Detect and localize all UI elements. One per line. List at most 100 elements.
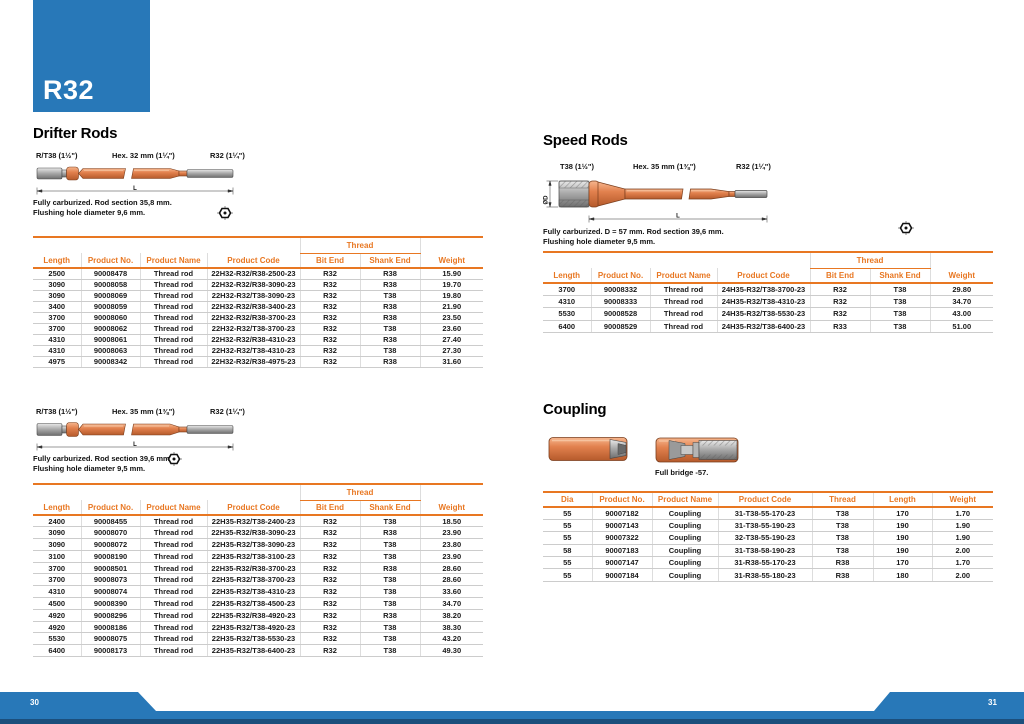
col-header-shank-end: Shank End <box>359 253 421 269</box>
table-cell: Thread rod <box>649 295 717 309</box>
table-cell: 6400 <box>543 320 591 334</box>
table-row: 3090 90008058 Thread rod 22H32-R32/R38-3090… <box>33 279 484 291</box>
table-cell: Coupling <box>651 507 718 520</box>
table-cell: 90008333 <box>590 295 650 309</box>
table-cell: 19.70 <box>419 279 484 291</box>
table-cell: T38 <box>811 531 873 545</box>
table-cell: Thread rod <box>139 550 207 563</box>
table-cell: T38 <box>811 519 873 533</box>
drifter-diagram2-labels: R/T38 (1½") Hex. 35 mm (1⅜") R32 (1¼") <box>36 407 266 419</box>
table-cell: 31-T38-55-190-23 <box>717 519 812 533</box>
table-row: 55 90007184 Coupling 31-R38-55-180-23 R38 180… <box>543 568 993 582</box>
table-cell: 90008070 <box>80 526 140 540</box>
table-cell: R32 <box>299 573 360 587</box>
table-cell: R38 <box>359 301 421 313</box>
table-cell: R32 <box>299 644 360 658</box>
table-cell: Thread rod <box>139 356 207 368</box>
note-line: Fully carburized. Rod section 39,6 mm. <box>33 454 172 463</box>
thread-group-row: Thread <box>33 484 484 501</box>
table-row: 6400 90008529 Thread rod 24H35-R32/T38-6400… <box>543 320 994 334</box>
table-cell: 22H35-R32/T38-2400-23 <box>206 515 300 528</box>
table-cell: R32 <box>299 323 360 335</box>
footer-shape-right <box>874 692 1024 711</box>
table-cell: 3100 <box>33 550 81 563</box>
table-cell: 4310 <box>33 334 81 346</box>
table-cell: R32 <box>809 283 870 296</box>
table-cell: 90008390 <box>80 597 140 610</box>
table-cell: R32 <box>299 550 360 563</box>
col-header-length: Length <box>543 268 591 284</box>
table-cell: 90008060 <box>80 312 140 324</box>
drifter-rod-diagram-2: L <box>36 422 234 451</box>
table-cell: 23.80 <box>419 538 484 551</box>
table-cell: 24H35-R32/T38-4310-23 <box>716 295 810 309</box>
table-cell: Thread rod <box>139 515 207 528</box>
table-cell: 90007143 <box>591 519 652 533</box>
table-cell: 38.30 <box>419 621 484 634</box>
table-cell: Thread rod <box>139 538 207 551</box>
table-cell: 4310 <box>33 585 81 599</box>
table-cell: Thread rod <box>139 268 207 280</box>
table-cell: 22H35-R32/T38-3700-23 <box>206 573 300 587</box>
table-cell: R32 <box>299 356 360 368</box>
length-dimension-label: L <box>133 442 137 448</box>
table-cell: 34.70 <box>419 597 484 610</box>
table-cell: 28.60 <box>419 562 484 575</box>
table-cell: T38 <box>811 507 873 520</box>
table-row: 55 90007322 Coupling 32-T38-55-190-23 T38 190… <box>543 531 993 545</box>
table-cell: R32 <box>809 295 870 309</box>
table-row: 4920 90008186 Thread rod 22H35-R32/T38-4920… <box>33 621 484 634</box>
table-row: 3700 90008501 Thread rod 22H35-R32/R38-3700… <box>33 562 484 575</box>
table-cell: 22H32-R32/R38-4975-23 <box>206 356 300 368</box>
table-cell: 22H35-R32/T38-3090-23 <box>206 538 300 551</box>
table-cell: 22H35-R32/R38-4920-23 <box>206 609 300 622</box>
table-cell: Thread rod <box>139 562 207 575</box>
col-header-dia: Dia <box>543 492 592 508</box>
table-cell: 90008072 <box>80 538 140 551</box>
table-cell: 3400 <box>33 301 81 313</box>
table-cell: 31.60 <box>419 356 484 368</box>
table-cell: 22H32-R32/R38-4310-23 <box>206 334 300 346</box>
table-cell: 4920 <box>33 621 81 634</box>
table-cell: 22H35-R32/R38-3700-23 <box>206 562 300 575</box>
table-cell: 90008186 <box>80 621 140 634</box>
table-cell: Thread rod <box>139 290 207 302</box>
table-cell: 22H35-R32/T38-4500-23 <box>206 597 300 610</box>
table-cell: 22H35-R32/R38-3090-23 <box>206 526 300 540</box>
table-row: 4310 90008333 Thread rod 24H35-R32/T38-4310… <box>543 295 994 309</box>
table-cell: 90007147 <box>591 556 652 570</box>
table-row: 5530 90008528 Thread rod 24H35-R32/T38-5530… <box>543 307 994 321</box>
col-header-product-code: Product Code <box>716 268 810 284</box>
table-cell: 22H35-R32/T38-6400-23 <box>206 644 300 658</box>
drifter-rods-table-1: Thread Length Product No. Product Name P… <box>33 236 484 368</box>
speed-rods-title: Speed Rods <box>543 132 628 149</box>
table-cell: 27.30 <box>419 345 484 357</box>
table-cell: R32 <box>299 621 360 634</box>
table-cell: 90008074 <box>80 585 140 599</box>
table-row: 3700 90008073 Thread rod 22H35-R32/T38-3700… <box>33 573 484 587</box>
table-cell: 90008059 <box>80 301 140 313</box>
table-cell: 22H32-R32/R38-2500-23 <box>206 268 300 280</box>
bit-end-label: R32 (1¼") <box>736 162 771 171</box>
table-cell: Thread rod <box>139 526 207 540</box>
table-cell: 90008529 <box>590 320 650 334</box>
table-cell: Thread rod <box>139 345 207 357</box>
table-cell: 22H35-R32/T38-5530-23 <box>206 632 300 646</box>
table-cell: 180 <box>872 568 932 582</box>
footer-shape-left <box>0 692 156 711</box>
table-cell: 2.00 <box>931 568 993 582</box>
table-cell: 43.00 <box>929 307 994 321</box>
table-cell: Thread rod <box>649 307 717 321</box>
table-cell: 51.00 <box>929 320 994 334</box>
col-header-product-no: Product No. <box>591 492 652 508</box>
rod-section-label: Hex. 32 mm (1¼") <box>112 151 175 160</box>
table-cell: 170 <box>872 507 932 520</box>
table-cell: R32 <box>299 538 360 551</box>
table-cell: 22H32-R32/T38-3700-23 <box>206 323 300 335</box>
note-line: Fully carburized. Rod section 35,8 mm. <box>33 198 172 207</box>
table-cell: 32-T38-55-190-23 <box>717 531 812 545</box>
table-header-row: Dia Product No. Product Name Product Cod… <box>543 492 993 508</box>
table-row: 3090 90008070 Thread rod 22H35-R32/R38-3090… <box>33 526 484 540</box>
table-cell: 190 <box>872 519 932 533</box>
